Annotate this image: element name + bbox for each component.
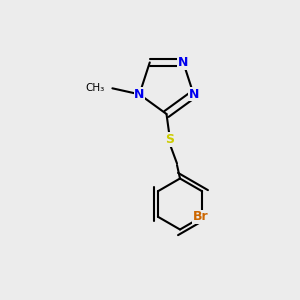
Text: CH₃: CH₃ <box>85 83 105 93</box>
Text: Br: Br <box>193 210 208 223</box>
Text: N: N <box>178 56 188 69</box>
Text: N: N <box>188 88 199 101</box>
Text: S: S <box>165 133 174 146</box>
Text: N: N <box>134 88 145 101</box>
